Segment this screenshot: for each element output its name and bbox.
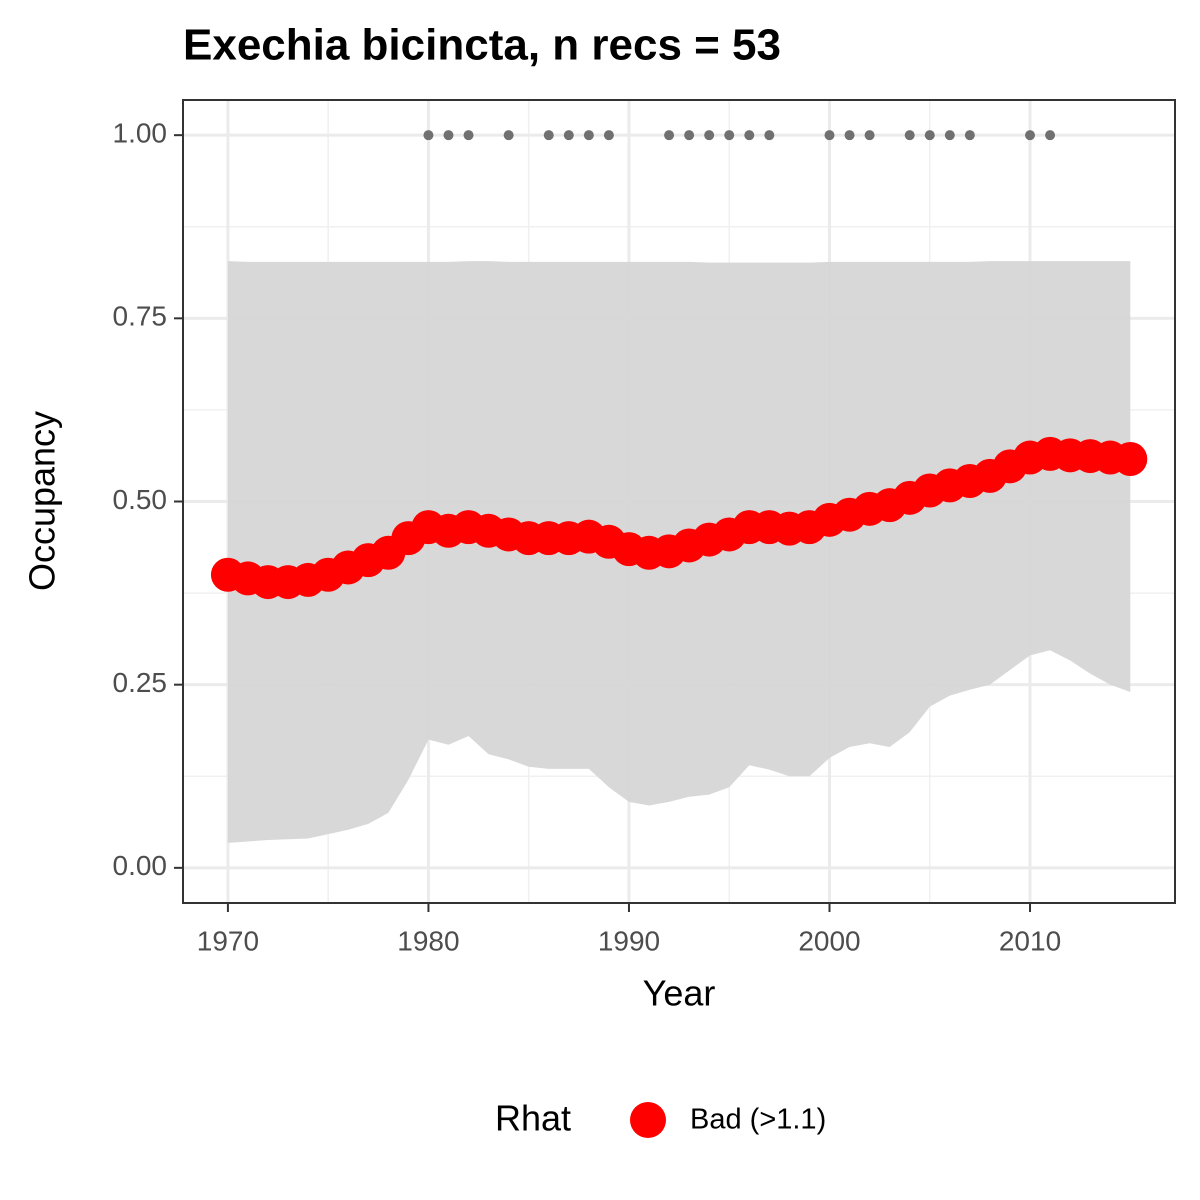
record-point <box>924 130 935 141</box>
record-point <box>1025 130 1036 141</box>
y-axis-label: Occupancy <box>22 411 63 591</box>
series-point <box>1113 442 1148 477</box>
x-tick-label: 2000 <box>798 925 860 956</box>
record-point <box>944 130 955 141</box>
x-tick-label: 2010 <box>999 925 1061 956</box>
x-tick-label: 1990 <box>598 925 660 956</box>
y-tick-label: 0.25 <box>113 667 168 698</box>
record-point <box>764 130 775 141</box>
record-point <box>503 130 514 141</box>
x-tick-label: 1970 <box>197 925 259 956</box>
record-point <box>684 130 695 141</box>
x-axis-label: Year <box>643 973 716 1014</box>
record-point <box>824 130 835 141</box>
record-point <box>443 130 454 141</box>
y-tick-label: 1.00 <box>113 118 168 149</box>
record-point <box>463 130 474 141</box>
y-tick-label: 0.00 <box>113 850 168 881</box>
record-point <box>844 130 855 141</box>
record-point <box>864 130 875 141</box>
legend-marker <box>630 1102 666 1138</box>
x-tick-label: 1980 <box>397 925 459 956</box>
record-point <box>543 130 554 141</box>
record-point <box>904 130 915 141</box>
record-point <box>583 130 594 141</box>
y-tick-label: 0.50 <box>113 484 168 515</box>
chart-title: Exechia bicincta, n recs = 53 <box>183 21 781 70</box>
record-point <box>724 130 735 141</box>
y-tick-label: 0.75 <box>113 301 168 332</box>
legend-label: Bad (>1.1) <box>690 1104 826 1136</box>
record-point <box>964 130 975 141</box>
panel-border <box>182 99 1176 904</box>
record-point <box>423 130 434 141</box>
legend-title: Rhat <box>495 1098 571 1139</box>
record-point <box>563 130 574 141</box>
record-point <box>744 130 755 141</box>
record-point <box>664 130 675 141</box>
record-point <box>1045 130 1056 141</box>
record-point <box>704 130 715 141</box>
record-point <box>603 130 614 141</box>
